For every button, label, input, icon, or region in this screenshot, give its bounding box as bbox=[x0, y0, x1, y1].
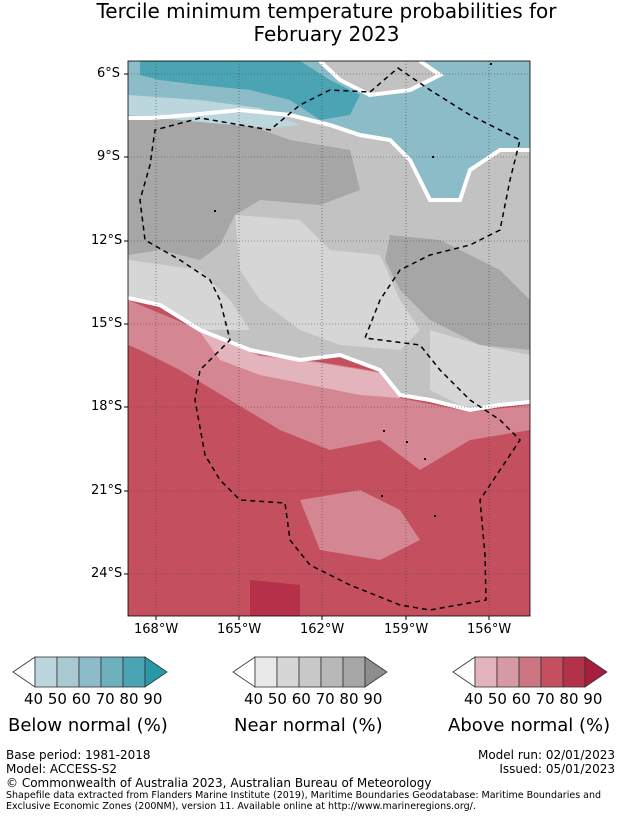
title-line-1: Tercile minimum temperature probabilitie… bbox=[96, 0, 557, 23]
legend-above-caption: Above normal (%) bbox=[448, 715, 611, 736]
map-frame bbox=[127, 60, 531, 617]
below-normal-grey-hole bbox=[320, 61, 440, 95]
lat-label-24s: 24°S bbox=[91, 566, 123, 581]
graticule bbox=[128, 61, 530, 616]
above-normal-mid-patch bbox=[300, 490, 420, 560]
base-period: Base period: 1981-2018 bbox=[6, 748, 151, 762]
copyright: © Commonwealth of Australia 2023, Austra… bbox=[6, 776, 432, 790]
lat-label-18s: 18°S bbox=[91, 399, 123, 414]
model-name: Model: ACCESS-S2 bbox=[6, 762, 118, 776]
lat-label-12s: 12°S bbox=[91, 233, 123, 248]
model-run: Model run: 02/01/2023 bbox=[477, 748, 615, 762]
shapefile-credit: Shapefile data extracted from Flanders M… bbox=[6, 790, 602, 812]
legend-above-numbers: 40 50 60 70 80 90 bbox=[464, 690, 603, 708]
legend-near-numbers: 40 50 60 70 80 90 bbox=[244, 690, 383, 708]
near-normal-light-patch bbox=[235, 215, 420, 350]
map-title: Tercile minimum temperature probabilitie… bbox=[0, 0, 621, 46]
boundary-below-near-top bbox=[318, 61, 444, 98]
boundary-below-near bbox=[128, 107, 530, 202]
lon-label-168w: 168°W bbox=[134, 622, 179, 637]
above-normal-dark-patch bbox=[250, 580, 300, 616]
legend-near-caption: Near normal (%) bbox=[234, 715, 383, 736]
lon-label-159w: 159°W bbox=[384, 622, 429, 637]
legend-near-colorbar bbox=[232, 656, 388, 688]
near-normal-dark-patch bbox=[128, 118, 360, 260]
near-normal-dark-patch-2 bbox=[385, 235, 530, 350]
lat-label-21s: 21°S bbox=[91, 483, 123, 498]
issued-date: Issued: 05/01/2023 bbox=[499, 762, 615, 776]
legend-below-colorbar bbox=[12, 656, 168, 688]
lon-label-156w: 156°W bbox=[467, 622, 512, 637]
boundary-near-above bbox=[128, 296, 530, 413]
below-normal-region bbox=[128, 61, 530, 200]
eez-boundary bbox=[139, 67, 521, 611]
legend-below-numbers: 40 50 60 70 80 90 bbox=[24, 690, 163, 708]
islands bbox=[214, 63, 492, 517]
title-line-2: February 2023 bbox=[253, 22, 400, 46]
lat-label-6s: 6°S bbox=[97, 66, 121, 81]
near-normal-light-patch-2 bbox=[430, 330, 530, 410]
legend-above-colorbar bbox=[452, 656, 608, 688]
lon-label-162w: 162°W bbox=[300, 622, 345, 637]
lon-label-165w: 165°W bbox=[217, 622, 262, 637]
legend-below-caption: Below normal (%) bbox=[8, 715, 168, 736]
axis-ticks bbox=[124, 73, 490, 620]
above-normal-light-band bbox=[200, 332, 400, 398]
lat-label-9s: 9°S bbox=[97, 149, 121, 164]
below-normal-dark-band bbox=[140, 61, 360, 120]
lat-label-15s: 15°S bbox=[91, 316, 123, 331]
